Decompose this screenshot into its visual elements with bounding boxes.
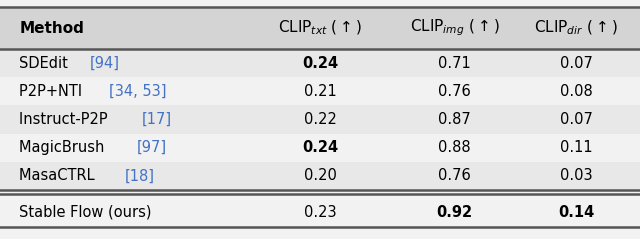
Text: [94]: [94] <box>90 56 120 71</box>
Text: CLIP$_{dir}$ ($\uparrow$): CLIP$_{dir}$ ($\uparrow$) <box>534 19 618 37</box>
Text: 0.71: 0.71 <box>438 56 471 71</box>
Text: MagicBrush: MagicBrush <box>19 140 109 155</box>
Text: 0.21: 0.21 <box>303 84 337 99</box>
Text: 0.11: 0.11 <box>560 140 592 155</box>
Text: SDEdit: SDEdit <box>19 56 73 71</box>
Text: 0.76: 0.76 <box>438 168 471 183</box>
Text: 0.07: 0.07 <box>559 112 593 127</box>
Text: 0.24: 0.24 <box>302 140 338 155</box>
Text: 0.22: 0.22 <box>303 112 337 127</box>
Text: 0.88: 0.88 <box>438 140 470 155</box>
Text: [97]: [97] <box>137 140 168 155</box>
Bar <box>0 105 640 134</box>
Text: 0.24: 0.24 <box>302 56 338 71</box>
Bar <box>0 49 640 77</box>
Text: P2P+NTI: P2P+NTI <box>19 84 87 99</box>
Text: 0.87: 0.87 <box>438 112 471 127</box>
Text: 0.23: 0.23 <box>304 205 336 220</box>
Text: CLIP$_{img}$ ($\uparrow$): CLIP$_{img}$ ($\uparrow$) <box>410 18 499 38</box>
Text: CLIP$_{txt}$ ($\uparrow$): CLIP$_{txt}$ ($\uparrow$) <box>278 19 362 37</box>
Text: 0.07: 0.07 <box>559 56 593 71</box>
Text: 0.76: 0.76 <box>438 84 471 99</box>
Text: Stable Flow (ours): Stable Flow (ours) <box>19 205 152 220</box>
Text: 0.92: 0.92 <box>436 205 472 220</box>
Text: Instruct-P2P: Instruct-P2P <box>19 112 113 127</box>
Text: [34, 53]: [34, 53] <box>109 84 166 99</box>
Text: Method: Method <box>19 21 84 36</box>
Bar <box>0 162 640 190</box>
Bar <box>0 7 640 49</box>
Text: [17]: [17] <box>141 112 172 127</box>
Text: 0.14: 0.14 <box>558 205 594 220</box>
Text: [18]: [18] <box>125 168 155 183</box>
Text: 0.20: 0.20 <box>303 168 337 183</box>
Text: MasaCTRL: MasaCTRL <box>19 168 99 183</box>
Text: 0.08: 0.08 <box>559 84 593 99</box>
Text: 0.03: 0.03 <box>560 168 592 183</box>
